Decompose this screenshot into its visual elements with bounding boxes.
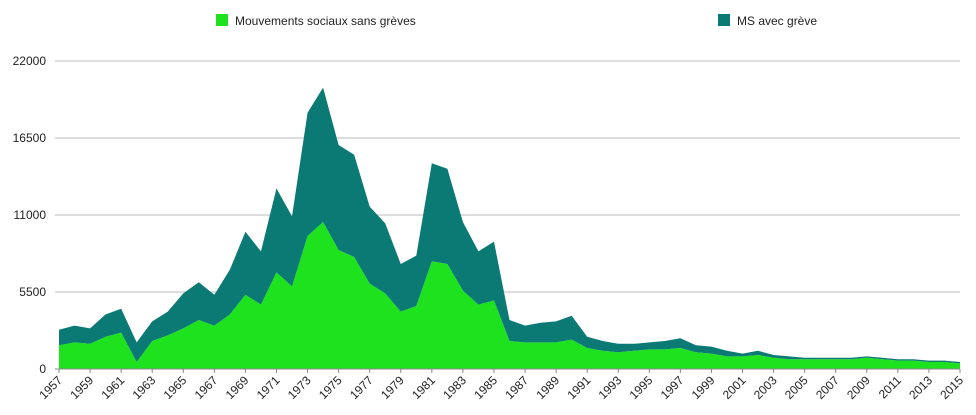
x-tick-label: 1993 [596, 373, 625, 402]
legend-swatch [718, 14, 730, 26]
x-tick-label: 1999 [689, 373, 718, 402]
x-tick-label: 1959 [67, 373, 96, 402]
x-tick-label: 1977 [347, 373, 376, 402]
x-tick-label: 2015 [937, 373, 966, 402]
x-tick-label: 2005 [782, 373, 811, 402]
x-tick-label: 1965 [161, 373, 190, 402]
y-tick-label: 11000 [14, 208, 47, 222]
y-tick-label: 0 [39, 362, 46, 376]
x-tick-label: 1985 [471, 373, 500, 402]
x-tick-label: 2013 [906, 373, 935, 402]
x-tick-label: 2003 [751, 373, 780, 402]
y-tick-label: 16500 [13, 131, 47, 145]
x-tick-label: 2007 [813, 373, 842, 402]
y-tick-label: 5500 [19, 285, 46, 299]
area [59, 87, 960, 364]
x-tick-label: 1981 [409, 373, 438, 402]
legend-label: MS avec grève [737, 14, 817, 28]
x-tick-label: 2001 [720, 373, 749, 402]
x-tick-label: 1971 [254, 373, 283, 402]
x-tick-label: 1987 [502, 373, 531, 402]
x-tick-label: 1969 [223, 373, 252, 402]
x-tick-label: 2011 [876, 373, 904, 401]
x-tick-label: 1997 [658, 373, 687, 402]
x-tick-label: 1979 [378, 373, 407, 402]
x-tick-label: 1983 [440, 373, 469, 402]
x-tick-label: 1991 [565, 373, 594, 402]
x-tick-label: 1995 [627, 373, 656, 402]
x-tick-label: 1967 [192, 373, 221, 402]
y-tick-label: 22000 [13, 54, 47, 68]
x-tick-label: 1975 [316, 373, 345, 402]
x-tick-label: 1973 [285, 373, 314, 402]
x-tick-label: 1963 [130, 373, 159, 402]
legend-swatch [216, 14, 228, 26]
x-tick-label: 1989 [533, 373, 562, 402]
x-tick-label: 1957 [36, 373, 65, 402]
x-tick-label: 1961 [98, 373, 127, 402]
x-tick-label: 2009 [844, 373, 873, 402]
legend-label: Mouvements sociaux sans grèves [235, 14, 416, 28]
area [59, 222, 960, 369]
